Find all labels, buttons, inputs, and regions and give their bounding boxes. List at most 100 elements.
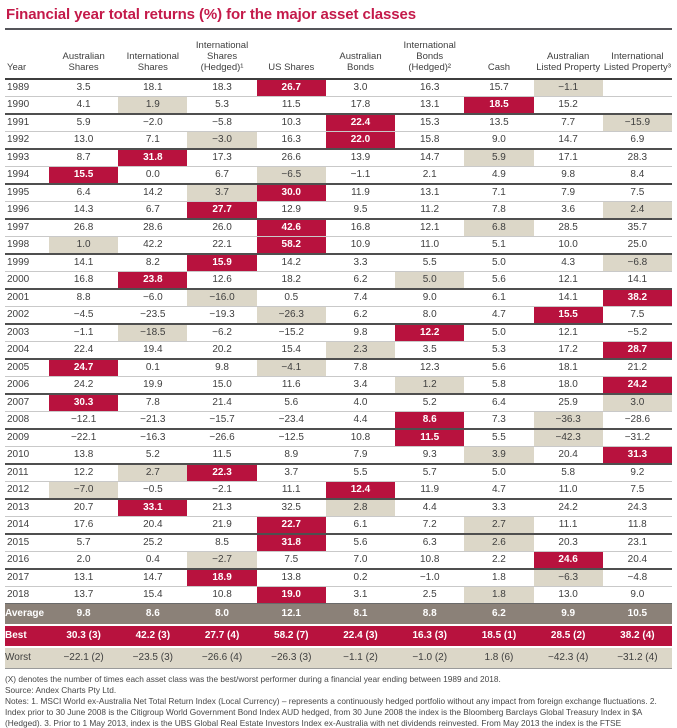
table-header: Year Australian Shares International Share…: [5, 30, 672, 80]
value-cell: 20.3: [533, 533, 603, 552]
value-cell: 25.2: [118, 533, 188, 552]
value-cell: 5.0: [464, 323, 534, 342]
value-cell: −1.1: [325, 166, 396, 184]
table-row-1996: 1996 14.3 6.7 27.7 12.9 9.5 11.2 7.8 3.6 2.4: [5, 201, 672, 219]
value-cell: 12.9: [256, 201, 326, 219]
value-cell: 13.1: [395, 96, 465, 114]
best-value-cell: 12.4: [325, 481, 396, 499]
value-cell: 21.9: [187, 516, 257, 534]
summary-row-average: Average 9.8 8.6 8.0 12.1 8.1 8.8 6.2 9.9 10.5: [5, 603, 672, 625]
best-value-cell: 31.8: [118, 148, 188, 167]
value-cell: 1.8: [464, 568, 534, 587]
value-cell: 6.4: [464, 393, 534, 412]
summary-value-cell: 18.5 (1): [464, 624, 534, 647]
title-divider: [5, 28, 672, 30]
year-cell: 2002: [5, 306, 49, 324]
value-cell: 7.5: [256, 551, 326, 569]
summary-value-cell: 30.3 (3): [49, 624, 119, 647]
column-header-international-shares: International Shares: [118, 30, 188, 80]
value-cell: −12.5: [256, 428, 326, 447]
year-cell: 1996: [5, 201, 49, 219]
value-cell: 13.7: [49, 586, 119, 604]
asset-returns-table: Year Australian Shares International Share…: [5, 30, 672, 669]
summary-value-cell: 9.8: [49, 603, 119, 625]
worst-value-cell: −42.3: [533, 428, 603, 447]
table-row-1999: 1999 14.1 8.2 15.9 14.2 3.3 5.5 5.0 4.3 −6.8: [5, 253, 672, 272]
value-cell: −23.4: [256, 411, 326, 429]
value-cell: −1.1: [49, 323, 119, 342]
value-cell: −19.3: [187, 306, 257, 324]
summary-value-cell: 42.2 (3): [118, 624, 188, 647]
value-cell: 9.2: [602, 463, 672, 482]
year-cell: 2003: [5, 323, 49, 342]
summary-value-cell: 12.1: [256, 603, 326, 625]
value-cell: 7.9: [325, 446, 396, 464]
value-cell: 7.0: [325, 551, 396, 569]
table-row-2007: 2007 30.3 7.8 21.4 5.6 4.0 5.2 6.4 25.9 3.0: [5, 393, 672, 412]
table-row-2006: 2006 24.2 19.9 15.0 11.6 3.4 1.2 5.8 18.0 24.2: [5, 376, 672, 394]
value-cell: 8.0: [395, 306, 465, 324]
value-cell: 14.1: [602, 271, 672, 289]
value-cell: 12.1: [395, 218, 465, 237]
year-cell: 2014: [5, 516, 49, 534]
value-cell: 5.2: [395, 393, 465, 412]
summary-value-cell: 1.8 (6): [464, 646, 534, 669]
value-cell: 4.1: [49, 96, 119, 114]
table-row-2016: 2016 2.0 0.4 −2.7 7.5 7.0 10.8 2.2 24.6 20.4: [5, 551, 672, 569]
value-cell: 17.8: [325, 96, 396, 114]
best-value-cell: 42.6: [256, 218, 326, 237]
summary-value-cell: −22.1 (2): [49, 646, 119, 669]
value-cell: 6.2: [325, 306, 396, 324]
summary-label: Worst: [5, 646, 49, 669]
value-cell: 8.2: [118, 253, 188, 272]
table-row-1998: 1998 1.0 42.2 22.1 58.2 10.9 11.0 5.1 10.0 25.0: [5, 236, 672, 254]
table-row-2012: 2012 −7.0 −0.5 −2.1 11.1 12.4 11.9 4.7 11.0 7.5: [5, 481, 672, 499]
column-header-international-bonds-hedged: International Bonds (Hedged)²: [395, 30, 465, 80]
value-cell: 7.1: [118, 131, 188, 149]
value-cell: 5.0: [464, 253, 534, 272]
value-cell: 15.2: [533, 96, 603, 114]
value-cell: 16.3: [419, 82, 440, 93]
value-cell: 11.8: [602, 516, 672, 534]
value-cell: 20.4: [602, 551, 672, 569]
value-cell: 10.9: [325, 236, 396, 254]
table-body: 1989 3.5 18.1 18.3 26.7 3.0 16.3 15.7 −1.1 1990 4.…: [5, 79, 672, 604]
value-cell: 14.1: [49, 253, 119, 272]
summary-value-cell: 27.7 (4): [187, 624, 257, 647]
footnote-source: Source: Andex Charts Pty Ltd.: [5, 685, 117, 695]
value-cell: 6.1: [464, 288, 534, 307]
table-row-2015: 2015 5.7 25.2 8.5 31.8 5.6 6.3 2.6 20.3 23.1: [5, 533, 672, 552]
value-cell: −6.0: [118, 288, 188, 307]
value-cell: 16.8: [325, 218, 396, 237]
value-cell: 11.5: [187, 446, 257, 464]
value-cell: 6.3: [395, 533, 465, 552]
value-cell: 8.4: [602, 166, 672, 184]
summary-value-cell: 58.2 (7): [256, 624, 326, 647]
value-cell: 4.7: [464, 306, 534, 324]
table-row-2005: 2005 24.7 0.1 9.8 −4.1 7.8 12.3 5.6 18.1 21.2: [5, 358, 672, 377]
summary-value-cell: −26.6 (4): [187, 646, 257, 669]
summary-value-cell: 38.2 (4): [602, 624, 672, 647]
value-cell: 5.8: [533, 463, 603, 482]
column-header-international-listed-property: International Listed Property³: [602, 30, 672, 80]
summary-value-cell: −31.2 (4): [602, 646, 672, 669]
column-header-cash: Cash: [464, 30, 534, 80]
value-cell: 6.7: [187, 166, 257, 184]
value-cell: 26.6: [256, 148, 326, 167]
value-cell: 19.4: [118, 341, 188, 359]
value-cell: 7.9: [533, 183, 603, 202]
best-value-cell: 58.2: [256, 236, 326, 254]
value-cell: 5.7: [395, 463, 465, 482]
value-cell: 5.5: [325, 463, 396, 482]
value-cell: 21.3: [187, 498, 257, 517]
value-cell: 17.2: [533, 341, 603, 359]
value-cell: 9.0: [464, 131, 534, 149]
year-cell: 2000: [5, 271, 49, 289]
column-header-australian-bonds: Australian Bonds: [325, 30, 396, 80]
value-cell: 9.8: [187, 358, 257, 377]
value-cell: 4.4: [325, 411, 396, 429]
column-header-australian-listed-property: Australian Listed Property: [533, 30, 603, 80]
best-value-cell: 24.7: [49, 358, 119, 377]
value-cell: 10.8: [187, 586, 257, 604]
worst-value-cell: 1.2: [395, 376, 465, 394]
